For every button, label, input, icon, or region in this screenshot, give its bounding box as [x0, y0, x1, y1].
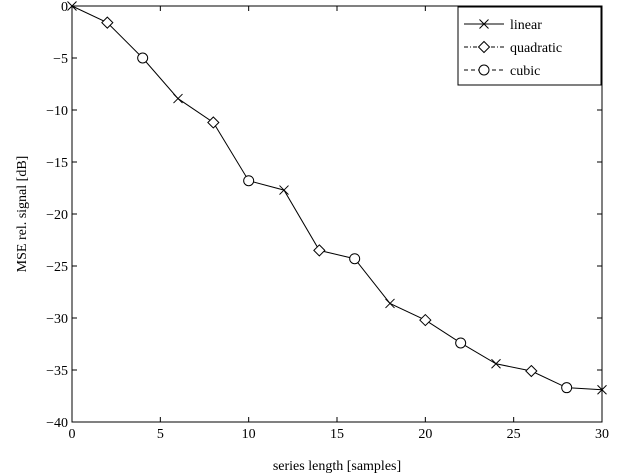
- data-point-cubic: [243, 175, 255, 187]
- legend-marker-linear: [479, 19, 489, 29]
- legend-marker-cubic: [478, 64, 490, 76]
- y-tick-label: −35: [46, 364, 68, 379]
- x-tick-label: 30: [595, 427, 609, 442]
- data-point-cubic: [561, 382, 573, 394]
- legend-marker-quadratic: [477, 40, 491, 54]
- y-tick-label: −5: [53, 52, 68, 67]
- y-tick-label: −15: [46, 156, 68, 171]
- data-point-linear: [173, 93, 183, 104]
- legend-label: cubic: [510, 64, 540, 79]
- legend-label: linear: [510, 18, 542, 33]
- series-line: [71, 5, 603, 391]
- x-tick-label: 10: [242, 427, 256, 442]
- x-tick-label: 0: [69, 427, 76, 442]
- markers-group: [67, 1, 607, 395]
- y-tick-label: −25: [46, 260, 68, 275]
- y-tick-label: −30: [46, 312, 68, 327]
- legend-item-linear: linear: [464, 18, 542, 33]
- y-tick-label: −10: [46, 104, 68, 119]
- data-point-quadratic: [419, 313, 432, 327]
- legend: linear quadratic cubic: [457, 6, 602, 86]
- x-tick-label: 25: [507, 427, 521, 442]
- x-tick-label: 15: [330, 427, 344, 442]
- data-point-cubic: [349, 253, 361, 265]
- x-tick-label: 20: [418, 427, 432, 442]
- legend-item-quadratic: quadratic: [464, 40, 562, 56]
- data-point-linear: [385, 298, 395, 309]
- data-point-linear: [279, 185, 289, 195]
- y-tick-label: 0: [61, 0, 68, 15]
- plot-line-group: [71, 5, 603, 391]
- data-point-linear: [491, 358, 501, 369]
- x-axis-label: series length [samples]: [273, 459, 401, 474]
- data-point-quadratic: [101, 16, 114, 29]
- y-axis-label: MSE rel. signal [dB]: [15, 156, 30, 273]
- x-tick-label: 5: [157, 427, 164, 442]
- data-point-cubic: [455, 337, 467, 349]
- legend-item-cubic: cubic: [464, 64, 540, 79]
- y-tick-label: −40: [46, 416, 68, 431]
- data-point-quadratic: [313, 244, 326, 257]
- legend-label: quadratic: [510, 41, 562, 56]
- data-point-quadratic: [525, 364, 538, 378]
- data-point-cubic: [137, 52, 149, 64]
- data-point-quadratic: [207, 116, 220, 129]
- ticks-group: 0 5 10 15 20 25 30 0 −5 −10 −15 −20 −25 −30 −35 −40: [46, 0, 609, 442]
- y-tick-label: −20: [46, 208, 68, 223]
